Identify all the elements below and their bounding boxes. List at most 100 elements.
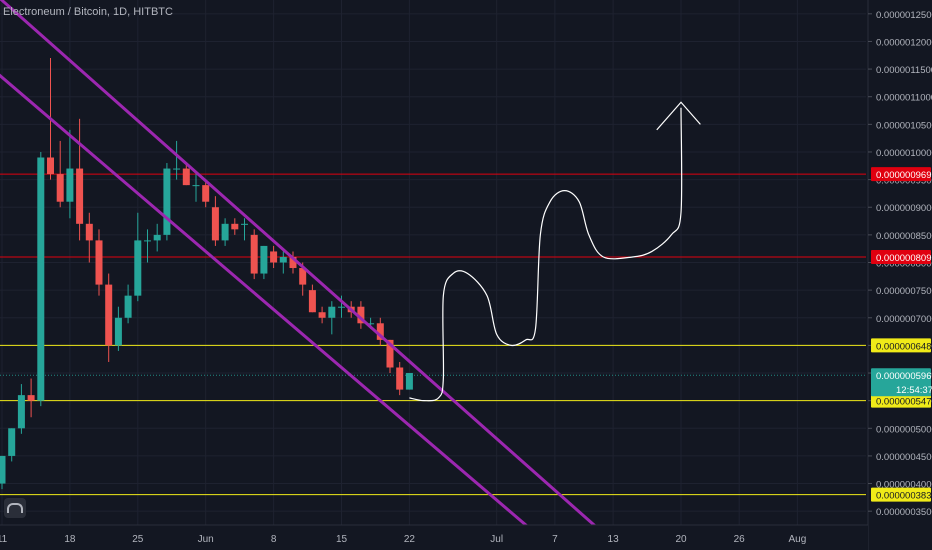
time-tick-label: 8 bbox=[271, 534, 277, 545]
candle-body bbox=[0, 455, 6, 484]
candle-body bbox=[405, 373, 413, 390]
candle-body bbox=[17, 395, 25, 429]
candle-body bbox=[250, 234, 258, 274]
level-badge-label: 0.0000003837 bbox=[876, 491, 932, 502]
time-tick-label: 18 bbox=[64, 534, 76, 545]
candle bbox=[144, 229, 151, 263]
candle-body bbox=[202, 185, 210, 202]
candle-body bbox=[308, 290, 316, 313]
candle bbox=[192, 174, 200, 202]
candle bbox=[279, 251, 287, 274]
last-price-badge bbox=[871, 368, 931, 397]
candle-body bbox=[8, 428, 16, 456]
candle bbox=[56, 140, 64, 208]
candle-body bbox=[386, 339, 394, 368]
time-tick-label: Aug bbox=[789, 534, 807, 545]
last-price-label: 0.0000005960 bbox=[876, 371, 932, 382]
candle-body bbox=[231, 223, 239, 230]
projection-drawing[interactable] bbox=[409, 101, 701, 402]
tradingview-logo-icon[interactable] bbox=[4, 498, 26, 518]
candle-body bbox=[241, 223, 248, 225]
candle bbox=[105, 273, 113, 362]
price-tick-label: 0.0000011000 bbox=[876, 93, 932, 104]
chart-title: Electroneum / Bitcoin, 1D, HITBTC bbox=[3, 6, 173, 18]
projection-curve[interactable] bbox=[409, 107, 683, 402]
candle-body bbox=[76, 168, 84, 224]
candle bbox=[231, 218, 239, 235]
candle bbox=[163, 163, 171, 241]
price-tick-label: 0.0000011500 bbox=[876, 65, 932, 76]
countdown-label: 12:54:37 bbox=[896, 385, 932, 396]
candle-body bbox=[114, 317, 122, 346]
candle-body bbox=[134, 240, 142, 296]
price-tick-label: 0.0000004500 bbox=[876, 452, 932, 463]
candle-body bbox=[153, 234, 161, 241]
arrow-head[interactable] bbox=[656, 101, 701, 131]
candle bbox=[221, 218, 229, 246]
candle bbox=[95, 229, 103, 296]
price-tick-label: 0.0000010000 bbox=[876, 148, 932, 159]
price-tick-label: 0.0000007500 bbox=[876, 286, 932, 297]
level-badge-label: 0.0000005479 bbox=[876, 397, 932, 408]
candle bbox=[405, 373, 413, 390]
candle-body bbox=[367, 323, 375, 325]
candle-body bbox=[357, 306, 365, 324]
candle bbox=[153, 223, 161, 252]
candle-body bbox=[396, 367, 404, 390]
price-tick-label: 0.0000010500 bbox=[876, 120, 932, 131]
time-axis[interactable]: 11 18 25 Jun 8 15 22 Jul 7 13 20 26 Aug bbox=[0, 524, 868, 550]
candle bbox=[308, 284, 316, 313]
candle-body bbox=[66, 168, 74, 202]
candle bbox=[182, 163, 190, 186]
candle-body bbox=[173, 168, 181, 170]
level-badge-label: 0.0000006484 bbox=[876, 341, 932, 352]
price-tick-label: 0.0000012500 bbox=[876, 10, 932, 21]
candle bbox=[241, 218, 248, 241]
candle-body bbox=[163, 168, 171, 235]
candle bbox=[318, 306, 326, 324]
candle-body bbox=[376, 323, 384, 340]
candle bbox=[114, 306, 122, 351]
time-tick-label: Jul bbox=[490, 534, 503, 545]
candle-body bbox=[299, 268, 307, 285]
level-badge bbox=[871, 249, 931, 264]
candle bbox=[27, 378, 35, 418]
candle bbox=[250, 229, 258, 280]
price-tick-label: 0.0000005000 bbox=[876, 424, 932, 435]
candle-body bbox=[328, 306, 336, 318]
candle-body bbox=[47, 157, 54, 175]
candle-body bbox=[318, 312, 326, 318]
channel-trendline[interactable] bbox=[0, 69, 537, 535]
candle bbox=[124, 284, 132, 324]
candle-body bbox=[221, 223, 229, 241]
time-tick-label: 22 bbox=[404, 534, 416, 545]
candlestick-series bbox=[0, 58, 413, 490]
candle bbox=[357, 301, 365, 329]
candle-body bbox=[279, 256, 287, 263]
candle bbox=[376, 317, 384, 346]
candle bbox=[328, 301, 336, 335]
price-tick-label: 0.0000007000 bbox=[876, 314, 932, 325]
price-tick-label: 0.0000008500 bbox=[876, 231, 932, 242]
candle-body bbox=[338, 306, 345, 308]
channel-trendline[interactable] bbox=[0, 0, 605, 535]
level-badge-label: 0.0000008091 bbox=[876, 253, 932, 264]
level-badge bbox=[871, 487, 931, 502]
candle-body bbox=[95, 240, 103, 285]
candle-body bbox=[289, 256, 297, 269]
price-axis[interactable]: 0.0000003500 0.0000004000 0.0000004500 0.00… bbox=[867, 0, 932, 550]
level-badge bbox=[871, 393, 931, 408]
level-badge bbox=[871, 167, 931, 182]
candle-body bbox=[144, 240, 151, 242]
time-tick-label: Jun bbox=[198, 534, 214, 545]
descending-channel[interactable] bbox=[0, 0, 605, 535]
time-tick-label: 15 bbox=[336, 534, 348, 545]
candle-body bbox=[124, 295, 132, 318]
candle bbox=[37, 151, 45, 407]
candle-body bbox=[260, 245, 268, 274]
time-tick-label: 13 bbox=[608, 534, 620, 545]
horizontal-levels bbox=[0, 173, 866, 496]
price-tick-label: 0.0000009500 bbox=[876, 176, 932, 187]
time-tick-label: 20 bbox=[675, 534, 687, 545]
